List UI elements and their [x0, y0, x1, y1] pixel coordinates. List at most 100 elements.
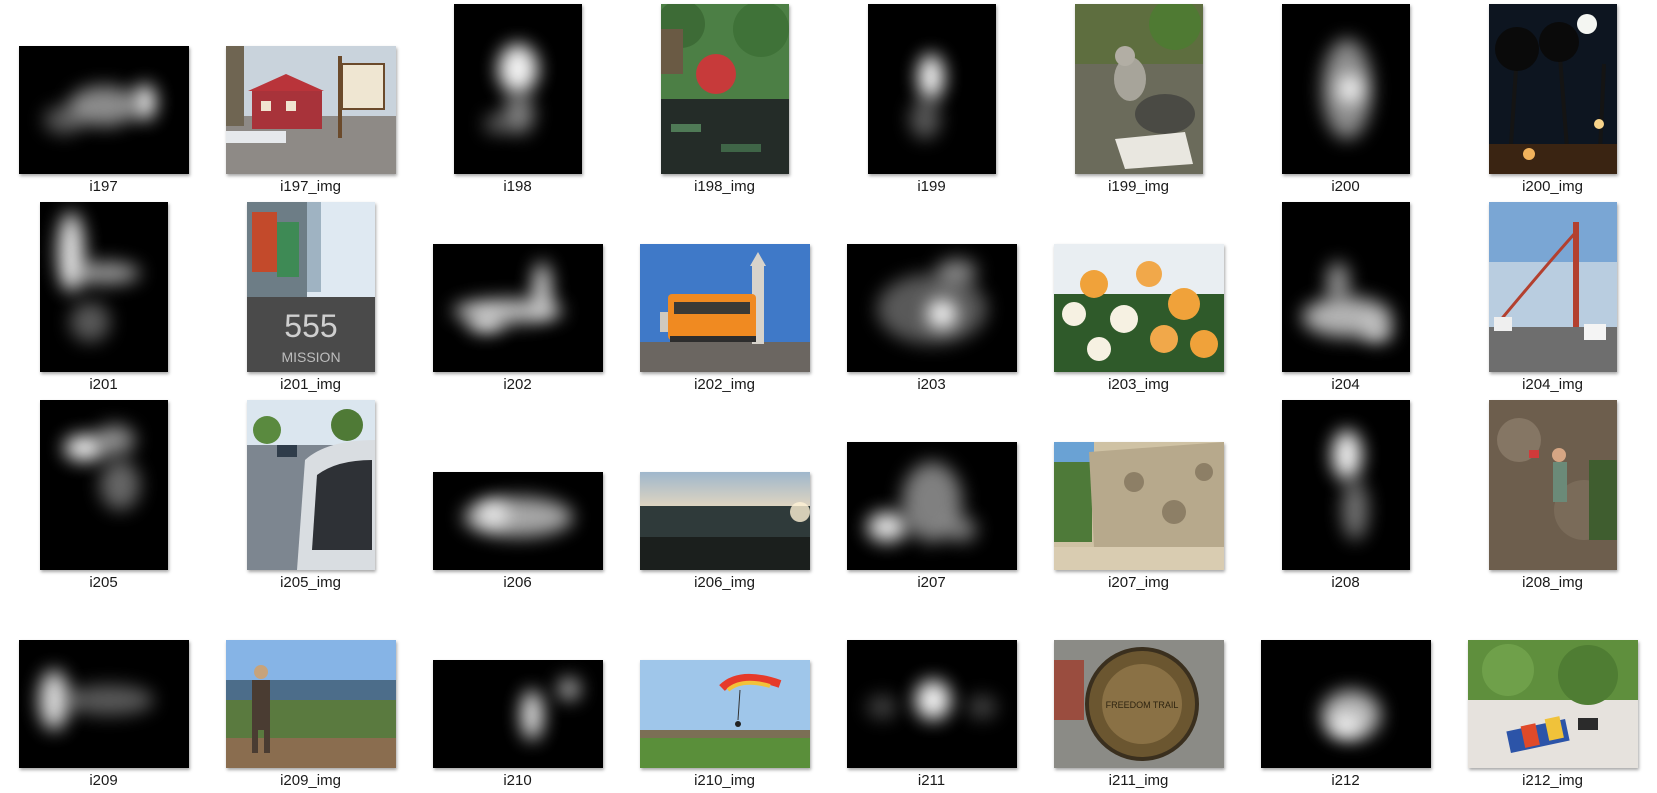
file-name: i198_img [694, 178, 755, 195]
file-name: i200 [1331, 178, 1360, 195]
roses-photo-icon [1053, 244, 1224, 372]
saliency-map-thumbnail [1260, 640, 1431, 768]
saliency-map-thumbnail [867, 4, 996, 174]
svg-text:MISSION: MISSION [281, 349, 340, 365]
saliency-map-thumbnail [1281, 202, 1410, 372]
house-photo-icon [225, 46, 396, 174]
beach-towel-photo-icon [1467, 640, 1638, 768]
palm-night-photo-icon [1488, 4, 1617, 174]
file-tile[interactable]: i206_img [621, 396, 828, 594]
file-name: i199 [917, 178, 946, 195]
file-name: i204 [1331, 376, 1360, 393]
freedom-trail-plaque-photo-icon: FREEDOM TRAIL [1053, 640, 1224, 768]
file-tile[interactable]: i198 [414, 0, 621, 198]
file-name: i203_img [1108, 376, 1169, 393]
file-name: i207_img [1108, 574, 1169, 591]
file-tile[interactable]: i200 [1242, 0, 1449, 198]
file-tile[interactable]: i203_img [1035, 198, 1242, 396]
file-name: i212 [1331, 772, 1360, 789]
file-name: i209_img [280, 772, 341, 789]
file-name: i201 [89, 376, 118, 393]
file-name: i199_img [1108, 178, 1169, 195]
file-name: i211 [917, 772, 946, 789]
bridge-fog-photo-icon [1488, 202, 1617, 372]
555-mission-photo-icon: 555 MISSION [246, 202, 375, 372]
saliency-map-thumbnail [18, 46, 189, 174]
file-tile[interactable]: i206 [414, 396, 621, 594]
saliency-map-thumbnail [18, 640, 189, 768]
file-tile[interactable]: i208_img [1449, 396, 1656, 594]
saliency-map-thumbnail [846, 442, 1017, 570]
file-name: i212_img [1522, 772, 1583, 789]
hiker-view-photo-icon [225, 640, 396, 768]
file-name: i204_img [1522, 376, 1583, 393]
file-tile[interactable]: i207_img [1035, 396, 1242, 594]
file-tile[interactable]: i199 [828, 0, 1035, 198]
file-tile[interactable]: i205_img [207, 396, 414, 594]
file-tile[interactable]: i197 [0, 0, 207, 198]
file-tile[interactable]: i210 [414, 594, 621, 792]
file-name: i205_img [280, 574, 341, 591]
file-name: i206 [503, 574, 532, 591]
file-name: i203 [917, 376, 946, 393]
file-name: i207 [917, 574, 946, 591]
file-tile[interactable]: i201 [0, 198, 207, 396]
file-name: i206_img [694, 574, 755, 591]
file-tile[interactable]: i212_img [1449, 594, 1656, 792]
climber-photo-icon [1488, 400, 1617, 570]
file-tile[interactable]: i205 [0, 396, 207, 594]
file-name: i202 [503, 376, 532, 393]
saliency-map-thumbnail [432, 244, 603, 372]
file-name: i211_img [1108, 772, 1169, 789]
file-tile[interactable]: i197_img [207, 0, 414, 198]
streetcar-photo-icon [639, 244, 810, 372]
file-tile[interactable]: i200_img [1449, 0, 1656, 198]
file-tile[interactable]: i209 [0, 594, 207, 792]
file-tile[interactable]: FREEDOM TRAIL i211_img [1035, 594, 1242, 792]
file-tile[interactable]: i198_img [621, 0, 828, 198]
file-name: i210_img [694, 772, 755, 789]
file-name: i208 [1331, 574, 1360, 591]
file-tile[interactable]: i199_img [1035, 0, 1242, 198]
file-tile[interactable]: i204 [1242, 198, 1449, 396]
file-tile[interactable]: i211 [828, 594, 1035, 792]
saliency-map-thumbnail [1281, 4, 1410, 174]
file-name: i197_img [280, 178, 341, 195]
file-tile[interactable]: i202_img [621, 198, 828, 396]
file-tile[interactable]: i212 [1242, 594, 1449, 792]
file-tile[interactable]: i202 [414, 198, 621, 396]
file-tile[interactable]: i203 [828, 198, 1035, 396]
saliency-map-thumbnail [39, 400, 168, 570]
file-name: i200_img [1522, 178, 1583, 195]
file-name: i209 [89, 772, 118, 789]
file-name: i202_img [694, 376, 755, 393]
file-name: i201_img [280, 376, 341, 393]
svg-text:555: 555 [284, 308, 337, 344]
file-tile[interactable]: i210_img [621, 594, 828, 792]
file-tile[interactable]: 555 MISSION i201_img [207, 198, 414, 396]
file-name: i205 [89, 574, 118, 591]
file-tile[interactable]: i208 [1242, 396, 1449, 594]
file-tile[interactable]: i207 [828, 396, 1035, 594]
city-sunset-photo-icon [639, 472, 810, 570]
pond-garden-photo-icon [660, 4, 789, 174]
file-name: i208_img [1522, 574, 1583, 591]
file-name: i197 [89, 178, 118, 195]
saliency-map-thumbnail [432, 660, 603, 768]
file-tile[interactable]: i209_img [207, 594, 414, 792]
saliency-map-thumbnail [432, 472, 603, 570]
file-name: i198 [503, 178, 532, 195]
file-tile[interactable]: i204_img [1449, 198, 1656, 396]
svg-text:FREEDOM TRAIL: FREEDOM TRAIL [1105, 700, 1178, 710]
saliency-map-thumbnail [1281, 400, 1410, 570]
parachute-photo-icon [639, 660, 810, 768]
saliency-map-thumbnail [846, 244, 1017, 372]
file-name: i210 [503, 772, 532, 789]
saliency-map-thumbnail [846, 640, 1017, 768]
monkey-photo-icon [1074, 4, 1203, 174]
saliency-map-thumbnail [453, 4, 582, 174]
saliency-map-thumbnail [39, 202, 168, 372]
street-car-mirror-photo-icon [246, 400, 375, 570]
rock-wall-photo-icon [1053, 442, 1224, 570]
